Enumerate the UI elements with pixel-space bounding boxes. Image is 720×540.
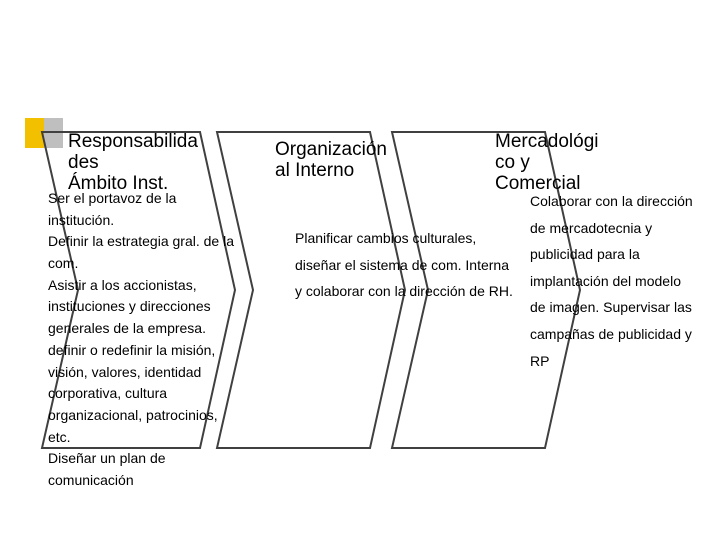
col2-title-line1: co y: [495, 152, 530, 173]
col1-title-line1: al Interno: [275, 160, 354, 181]
col1-body: Planificar cambios culturales, diseñar e…: [295, 225, 515, 305]
col0-title: Responsabilida des Ámbito Inst.: [68, 132, 198, 195]
col1-title-line0: Organización: [275, 139, 387, 160]
col2-title-line0: Mercadológi: [495, 131, 599, 152]
col0-title-line0: Responsabilida: [68, 131, 198, 152]
col0-title-line1: des: [68, 152, 99, 173]
col2-body: Colaborar con la dirección de mercadotec…: [530, 188, 695, 374]
col1-title: Organización al Interno: [275, 140, 387, 182]
col2-title: Mercadológi co y Comercial: [495, 132, 599, 195]
col0-body: Ser el portavoz de la institución.Defini…: [48, 188, 238, 492]
